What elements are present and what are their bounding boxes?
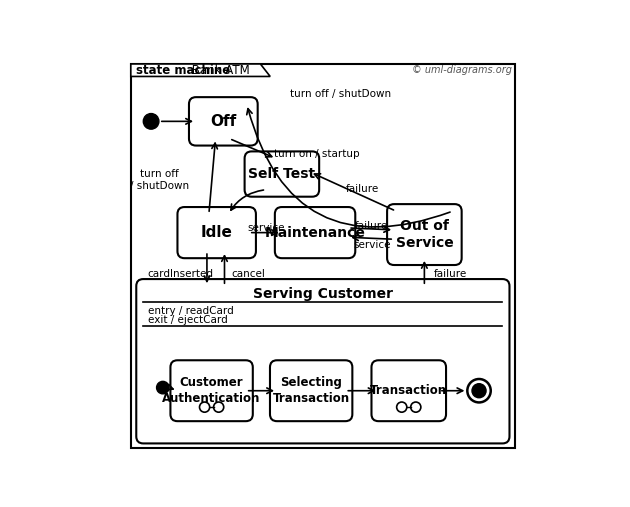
Text: © uml-diagrams.org: © uml-diagrams.org [412,65,512,75]
FancyBboxPatch shape [171,360,253,421]
Text: entry / readCard: entry / readCard [148,306,234,316]
Text: Maintenance: Maintenance [265,226,365,240]
Text: turn off / shutDown: turn off / shutDown [290,89,391,99]
Circle shape [143,114,159,129]
FancyBboxPatch shape [189,97,258,146]
Text: failure: failure [345,184,379,194]
FancyBboxPatch shape [275,207,355,258]
Text: Self Test: Self Test [248,167,316,181]
FancyBboxPatch shape [178,207,256,258]
Text: cardInserted: cardInserted [147,269,213,279]
Text: service: service [353,240,391,250]
Text: service: service [248,223,285,233]
FancyBboxPatch shape [372,360,446,421]
Text: turn on / startup: turn on / startup [274,149,360,159]
Text: Transaction: Transaction [370,384,447,397]
Text: Idle: Idle [201,225,232,240]
Text: state machine: state machine [136,64,231,77]
FancyBboxPatch shape [270,360,352,421]
Text: cancel: cancel [231,269,265,279]
Polygon shape [131,64,270,77]
Text: Off: Off [210,114,236,129]
FancyBboxPatch shape [131,64,515,448]
Circle shape [157,381,169,394]
Text: Selecting
Transaction: Selecting Transaction [273,376,350,405]
Text: Serving Customer: Serving Customer [253,287,393,301]
FancyBboxPatch shape [136,279,510,444]
Circle shape [472,384,486,398]
FancyBboxPatch shape [244,152,319,197]
Text: Out of
Service: Out of Service [396,219,453,250]
Text: turn off
/ shutDown: turn off / shutDown [130,169,189,191]
FancyBboxPatch shape [387,204,462,265]
Text: failure: failure [355,221,388,231]
Text: exit / ejectCard: exit / ejectCard [148,315,227,325]
Text: Bank ATM: Bank ATM [188,64,250,77]
Text: failure: failure [434,269,467,279]
Text: Customer
Authentication: Customer Authentication [163,376,261,405]
